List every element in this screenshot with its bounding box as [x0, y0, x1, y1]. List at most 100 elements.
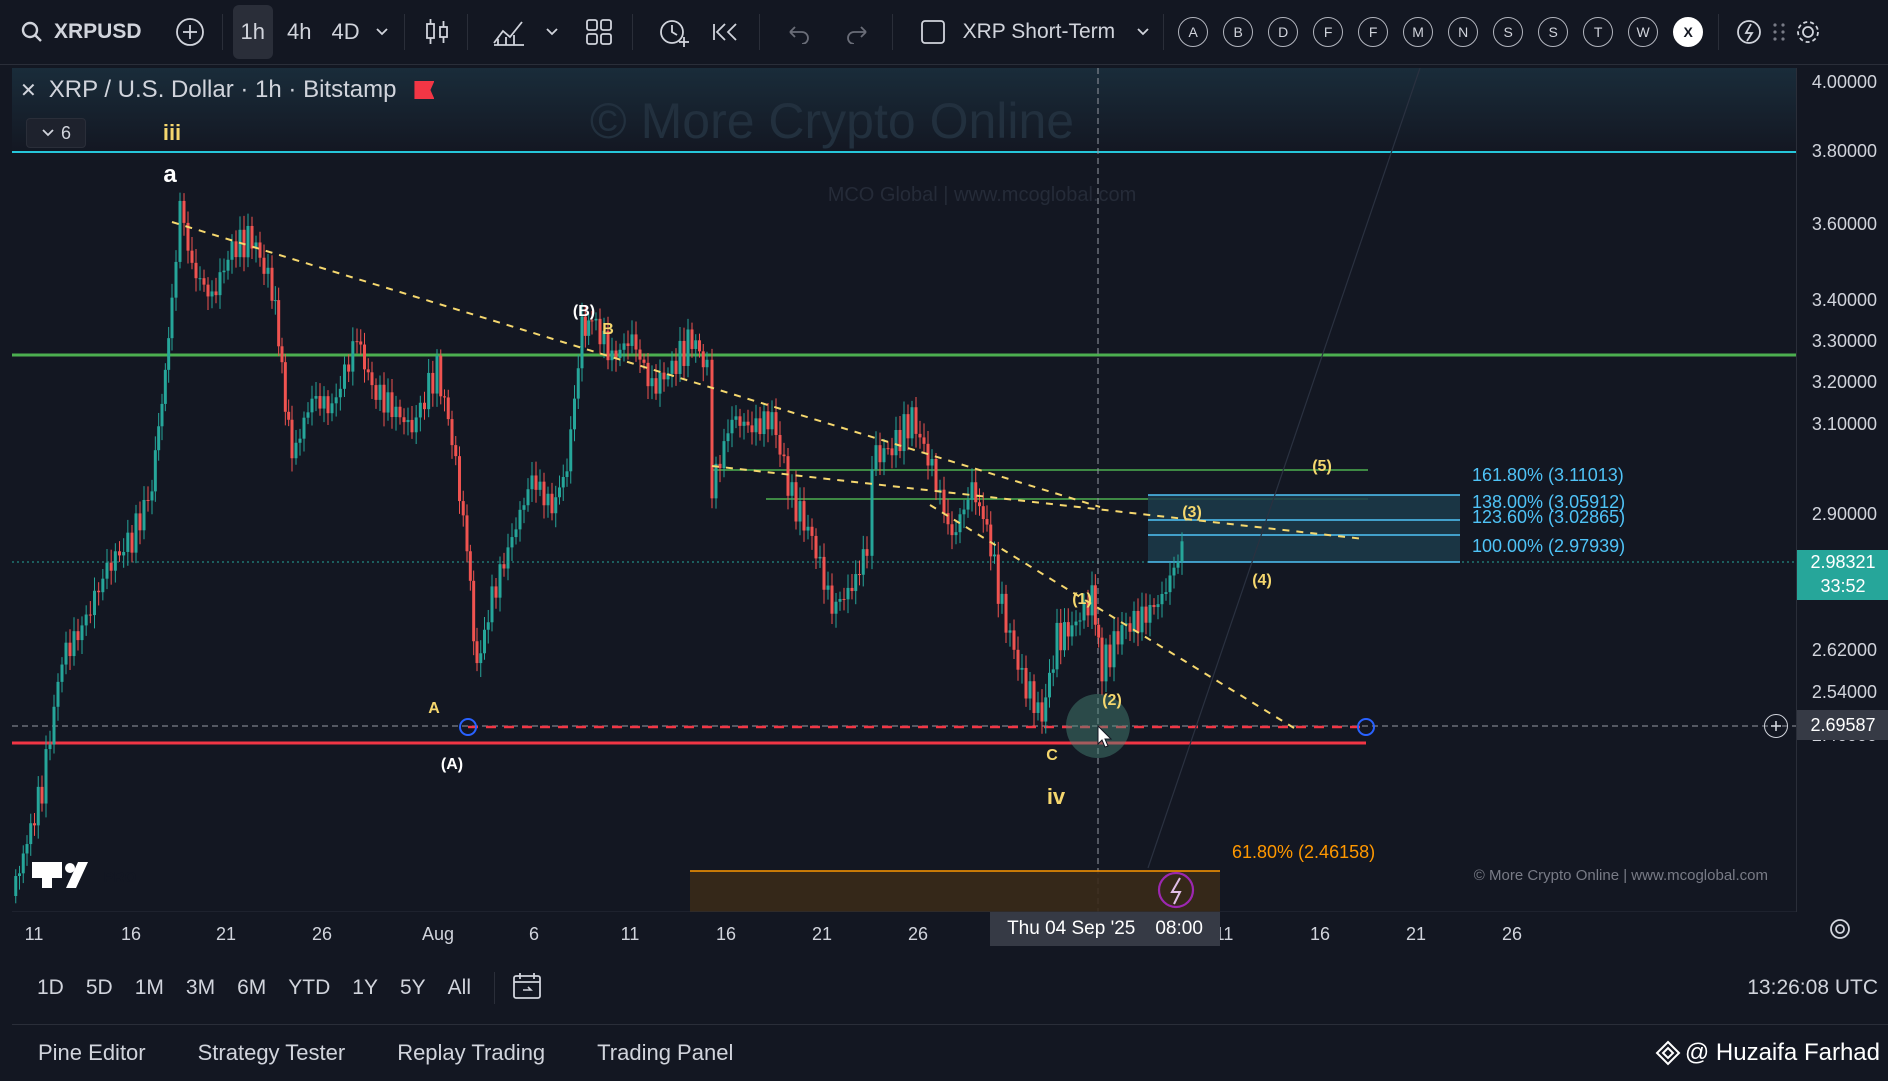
- lightning-badge[interactable]: [1157, 871, 1195, 909]
- candle-body: [322, 396, 326, 409]
- candle-body: [902, 414, 906, 452]
- panel-tabs: Pine Editor Strategy Tester Replay Trading…: [12, 1040, 759, 1066]
- timeframe-4h[interactable]: 4h: [287, 19, 312, 44]
- undo-icon: [788, 26, 809, 44]
- candle-body: [250, 225, 254, 249]
- range-button-1d[interactable]: 1D: [37, 976, 64, 999]
- candle-body: [386, 392, 390, 413]
- axis-settings-button[interactable]: [1827, 916, 1853, 947]
- candles-icon: [425, 19, 448, 44]
- quick-letter-d-2[interactable]: D: [1268, 17, 1299, 47]
- logo-pro-text: PRO: [104, 869, 137, 886]
- quick-letter-n-6[interactable]: N: [1448, 17, 1479, 47]
- candle-body: [662, 372, 666, 380]
- quick-letter-a-0[interactable]: A: [1178, 17, 1209, 47]
- candle-body: [410, 419, 414, 433]
- panel-tab-replay-trading[interactable]: Replay Trading: [397, 1040, 546, 1065]
- timeframe-1h[interactable]: 1h: [232, 5, 274, 59]
- chart-type-button[interactable]: [423, 8, 451, 56]
- chart-canvas[interactable]: © More Crypto Online MCO Global | www.mc…: [12, 68, 1796, 946]
- compare-symbol-button[interactable]: [174, 8, 206, 56]
- candle-body: [894, 430, 898, 456]
- quick-letter-t-9[interactable]: T: [1583, 17, 1614, 47]
- quick-letter-s-8[interactable]: S: [1538, 17, 1569, 47]
- quick-letter-w-10[interactable]: W: [1628, 17, 1659, 47]
- quick-letter-m-5[interactable]: M: [1403, 17, 1434, 47]
- candle-body: [814, 535, 818, 559]
- candle-body: [1036, 702, 1040, 713]
- quick-letter-s-7[interactable]: S: [1493, 17, 1524, 47]
- quick-letter-f-3[interactable]: F: [1313, 17, 1344, 47]
- undo-button[interactable]: [784, 8, 812, 56]
- drag-handle[interactable]: [1771, 8, 1787, 56]
- settings-button[interactable]: [1795, 8, 1821, 56]
- candle-body: [334, 397, 338, 404]
- candle-body: [1016, 649, 1020, 670]
- candle-body: [970, 482, 974, 500]
- range-button-ytd[interactable]: YTD: [288, 976, 331, 999]
- panel-tab-strategy-tester[interactable]: Strategy Tester: [197, 1040, 346, 1065]
- date-range-button[interactable]: [511, 971, 543, 1006]
- panel-tab-pine-editor[interactable]: Pine Editor: [38, 1040, 146, 1065]
- quick-letter-x-11[interactable]: X: [1673, 17, 1704, 47]
- range-button-1y[interactable]: 1Y: [352, 976, 378, 999]
- fib-618-zone[interactable]: [690, 871, 1220, 912]
- quick-search-button[interactable]: [1735, 8, 1763, 56]
- candle-body: [870, 469, 874, 556]
- indicator-toggle[interactable]: 6: [26, 118, 86, 148]
- lightning-icon: [1737, 20, 1762, 44]
- replay-button[interactable]: [711, 8, 741, 56]
- range-button-6m[interactable]: 6M: [237, 976, 267, 999]
- watermark-sub: MCO Global | www.mcoglobal.com: [828, 184, 1137, 206]
- timeframe-dropdown[interactable]: [374, 8, 390, 56]
- candle-body: [398, 406, 402, 418]
- crosshair-price-tag: 2.69587: [1797, 710, 1888, 740]
- range-button-5d[interactable]: 5D: [85, 976, 113, 999]
- symbol-search[interactable]: XRPUSD: [20, 8, 142, 56]
- range-button-3m[interactable]: 3M: [185, 976, 216, 999]
- price-label: 2.54000: [1811, 682, 1877, 702]
- candle-body: [294, 442, 298, 459]
- gear-icon: [1830, 919, 1850, 939]
- price-axis[interactable]: 4.00000 3.80000 3.60000 3.40000 3.30000 3.200…: [1796, 68, 1888, 939]
- lower-trendline[interactable]: [929, 504, 1295, 729]
- candle-body: [1148, 605, 1152, 623]
- quick-letter-b-1[interactable]: B: [1223, 17, 1254, 47]
- candle-body: [130, 532, 134, 553]
- wave-label-A: A: [428, 700, 440, 717]
- range-button-5y[interactable]: 5Y: [399, 976, 426, 999]
- indicators-dropdown[interactable]: [544, 8, 560, 56]
- close-icon[interactable]: ✕: [20, 79, 37, 102]
- indicators-icon: [492, 21, 524, 46]
- fib-extension-box[interactable]: [1148, 494, 1460, 563]
- line-handle-left[interactable]: [459, 718, 477, 736]
- price-label: 3.80000: [1811, 141, 1877, 161]
- add-alert-plus-button[interactable]: [1764, 714, 1788, 738]
- price-label: 3.40000: [1811, 290, 1877, 310]
- redo-icon: [846, 26, 867, 44]
- candle-body: [670, 360, 674, 374]
- range-button-1m[interactable]: 1M: [134, 976, 164, 999]
- candlestick-series[interactable]: [14, 192, 1184, 904]
- indicators-button[interactable]: [492, 8, 526, 56]
- candle-body: [542, 481, 546, 506]
- candle-body: [427, 372, 431, 410]
- clock[interactable]: 13:26:08 UTC: [1747, 976, 1878, 999]
- candle-body: [802, 501, 806, 531]
- templates-button[interactable]: [584, 8, 614, 56]
- chart-legend[interactable]: ✕ XRP / U.S. Dollar · 1h · Bitstamp: [20, 76, 435, 104]
- quick-letter-f-4[interactable]: F: [1358, 17, 1389, 47]
- timeframe-4D[interactable]: 4D: [331, 19, 360, 44]
- range-button-all[interactable]: All: [447, 976, 471, 999]
- alert-button[interactable]: [657, 8, 691, 56]
- time-axis[interactable]: 11 16 21 26 Aug 6 11 16 21 26 11 16 21 26: [12, 912, 1796, 956]
- panel-tab-trading-panel[interactable]: Trading Panel: [597, 1040, 734, 1065]
- candle-body: [347, 364, 351, 372]
- layout-selector[interactable]: XRP Short-Term: [919, 8, 1152, 56]
- candle-body: [29, 823, 33, 845]
- candle-body: [1112, 631, 1116, 668]
- redo-button[interactable]: [844, 8, 872, 56]
- inner-trendline[interactable]: [711, 465, 1365, 540]
- line-handle-right[interactable]: [1357, 718, 1375, 736]
